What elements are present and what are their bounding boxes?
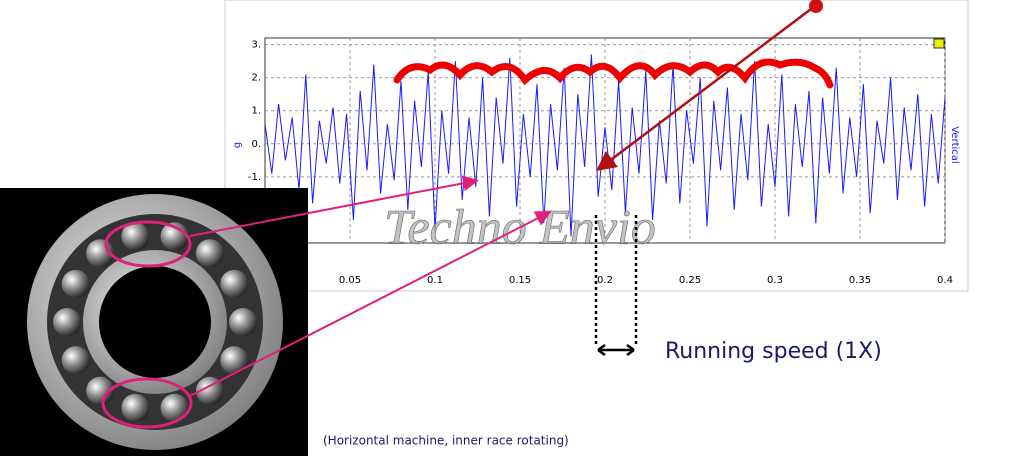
- y-axis-label: g: [232, 142, 243, 148]
- caption: (Horizontal machine, inner race rotating…: [323, 434, 569, 448]
- ball: [229, 308, 257, 336]
- waveform: [264, 54, 946, 237]
- ball: [160, 393, 189, 422]
- y-tick-label: -1.: [248, 172, 261, 183]
- bearing-illustration: [0, 188, 308, 456]
- period-lines: [594, 215, 638, 345]
- y-tick-label: 0.: [251, 139, 261, 150]
- x-tick-label: 0.4: [937, 275, 953, 286]
- ball: [86, 376, 115, 405]
- ball: [53, 308, 81, 336]
- period-arrow: [597, 343, 635, 357]
- x-tick-label: 0.1: [427, 275, 443, 286]
- y-tick-label: 2.: [251, 73, 261, 84]
- x-tick-label: 0.3: [767, 275, 783, 286]
- ball: [220, 269, 249, 298]
- marker-icon: [933, 38, 945, 49]
- envelope-highlight: [393, 58, 834, 89]
- annotation: Running speed (1X): [665, 339, 882, 364]
- plot: -1. 0. 1. 2. 3. 0.05 0.1 0.15 0.2 0.25 0.3 0.35 0.4: [248, 38, 953, 286]
- x-tick-label: 0.05: [339, 275, 361, 286]
- y2-axis-label: Vertical: [949, 126, 960, 163]
- ball: [61, 346, 90, 375]
- x-tick-label: 0.25: [679, 275, 701, 286]
- pointer-arrow: [596, 5, 816, 172]
- ball: [121, 393, 150, 422]
- ball: [220, 346, 249, 375]
- x-tick-label: 0.15: [509, 275, 531, 286]
- pointer-dot: [809, 0, 823, 13]
- ball: [195, 376, 224, 405]
- ball: [121, 222, 150, 251]
- y-tick-label: 3.: [251, 40, 261, 51]
- ball: [195, 239, 224, 268]
- pointer-line: [189, 211, 552, 397]
- pointer-line: [189, 175, 479, 237]
- y-tick-label: 1.: [251, 106, 261, 117]
- ball: [61, 269, 90, 298]
- x-tick-label: 0.35: [849, 275, 871, 286]
- x-tick-label: 0.2: [597, 275, 613, 286]
